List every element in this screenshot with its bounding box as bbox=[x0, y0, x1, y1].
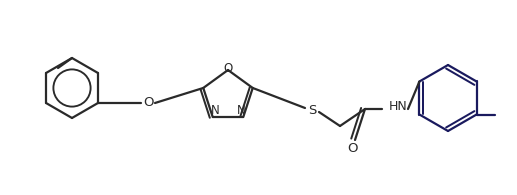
Text: S: S bbox=[308, 104, 316, 116]
Text: O: O bbox=[223, 63, 233, 75]
Text: N: N bbox=[237, 104, 246, 117]
Text: HN: HN bbox=[389, 100, 407, 113]
Text: O: O bbox=[143, 97, 153, 110]
Text: O: O bbox=[348, 142, 358, 154]
Text: N: N bbox=[210, 104, 219, 117]
